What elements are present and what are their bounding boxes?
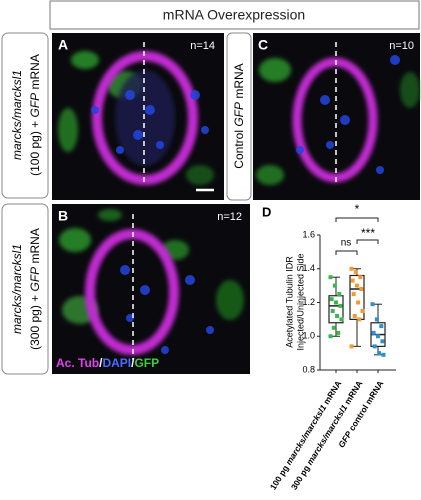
data-point bbox=[350, 278, 355, 283]
data-point bbox=[349, 266, 354, 271]
sig-label: *** bbox=[361, 226, 375, 240]
panel-letter: D bbox=[262, 204, 271, 219]
box bbox=[328, 295, 344, 324]
y-tick-label: 1.2 bbox=[302, 297, 315, 307]
y-axis-label: Acetylated Tubulin IDR bbox=[284, 256, 294, 348]
micrograph bbox=[52, 33, 224, 200]
data-point bbox=[377, 351, 382, 356]
label-part: (300 pg) + bbox=[28, 291, 42, 349]
data-point bbox=[328, 275, 333, 280]
n-label: n=12 bbox=[217, 211, 242, 223]
data-point bbox=[352, 314, 357, 318]
data-point bbox=[353, 270, 358, 275]
panel-label: (300 pg) + GFP mRNA bbox=[28, 228, 42, 350]
data-point bbox=[372, 344, 377, 349]
panel-letter: C bbox=[258, 37, 268, 53]
data-point bbox=[338, 303, 343, 308]
y-axis-label: Injected/Uninjected Side bbox=[295, 253, 305, 350]
label-part: Control bbox=[232, 127, 246, 169]
data-point bbox=[360, 308, 365, 313]
label-part: GFP bbox=[232, 102, 246, 127]
sig-label: * bbox=[355, 202, 360, 216]
data-point bbox=[330, 308, 335, 313]
panel-label: (100 pg) + GFP mRNA bbox=[28, 54, 42, 176]
y-tick-label: 1.0 bbox=[302, 331, 315, 341]
sig-bracket bbox=[356, 239, 379, 244]
legend-part: / bbox=[131, 356, 135, 370]
category-labels: 100 pg marcks/marcksl1 mRNA 300 pg marck… bbox=[268, 379, 386, 492]
data-point bbox=[349, 344, 354, 349]
label-part: GFP bbox=[28, 93, 42, 118]
data-point bbox=[358, 275, 363, 280]
label-part: mRNA bbox=[232, 63, 246, 102]
data-point bbox=[334, 300, 338, 305]
micrograph bbox=[52, 204, 250, 374]
legend-part: / bbox=[99, 356, 103, 370]
data-point bbox=[337, 292, 342, 297]
data-point bbox=[335, 314, 340, 318]
data-point bbox=[328, 334, 333, 339]
panel-label: Control GFP mRNA bbox=[232, 63, 246, 168]
n-label: n=10 bbox=[389, 40, 414, 52]
y-tick-label: 1.6 bbox=[302, 229, 315, 239]
data-point bbox=[332, 283, 337, 288]
label-part: (100 pg) + bbox=[28, 117, 42, 175]
data-point bbox=[379, 324, 384, 329]
sig-bracket bbox=[335, 250, 358, 255]
legend-part: GFP bbox=[134, 356, 159, 370]
data-point bbox=[351, 292, 356, 297]
channel-legend: Ac. Tub/DAPI/GFP bbox=[56, 356, 159, 370]
sig-bracket bbox=[335, 217, 379, 222]
data-point bbox=[381, 352, 386, 357]
panel-letter: A bbox=[58, 37, 68, 53]
label-part: 300 pg bbox=[289, 462, 313, 492]
data-point bbox=[336, 330, 341, 335]
y-tick-label: 0.8 bbox=[302, 364, 315, 374]
data-point bbox=[329, 297, 334, 302]
label-box bbox=[226, 32, 252, 201]
data-point bbox=[339, 317, 344, 322]
data-point bbox=[371, 330, 376, 335]
micrograph bbox=[253, 33, 420, 200]
label-box bbox=[1, 203, 49, 375]
data-point bbox=[370, 302, 375, 307]
data-point bbox=[376, 334, 380, 339]
sig-label: ns bbox=[341, 238, 352, 249]
data-point bbox=[355, 283, 359, 288]
header-title: mRNA Overexpression bbox=[163, 7, 305, 23]
panel-letter: B bbox=[58, 208, 68, 224]
n-label: n=14 bbox=[190, 40, 215, 52]
data-point bbox=[374, 317, 379, 322]
panel-label: marcks/marcksl1 bbox=[10, 244, 24, 334]
label-box bbox=[1, 32, 49, 199]
label-part: mRNA bbox=[28, 54, 42, 93]
data-point bbox=[356, 300, 361, 305]
y-tick-label: 1.4 bbox=[302, 263, 315, 273]
data-point bbox=[359, 287, 364, 291]
label-part: GFP bbox=[28, 267, 42, 292]
label-part: mRNA bbox=[28, 228, 42, 267]
legend-part: Ac. Tub bbox=[56, 356, 99, 370]
box bbox=[349, 274, 365, 320]
data-point bbox=[380, 339, 385, 344]
panel-label: marcks/marcksl1 bbox=[10, 70, 24, 160]
data-point bbox=[331, 325, 336, 330]
legend-part: DAPI bbox=[102, 356, 131, 370]
header-box bbox=[49, 0, 420, 30]
data-point bbox=[357, 317, 362, 322]
